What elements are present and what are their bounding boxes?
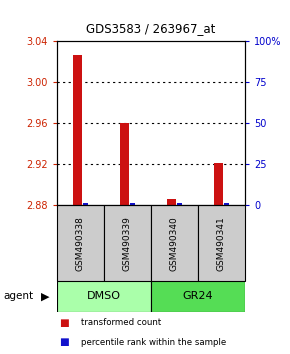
Text: agent: agent: [3, 291, 33, 302]
Text: transformed count: transformed count: [81, 318, 162, 327]
Text: DMSO: DMSO: [87, 291, 121, 302]
Text: GDS3583 / 263967_at: GDS3583 / 263967_at: [86, 22, 215, 35]
FancyBboxPatch shape: [57, 205, 104, 281]
Bar: [167, 199, 176, 205]
Bar: [214, 163, 223, 205]
Text: ■: ■: [59, 337, 69, 347]
Text: GSM490339: GSM490339: [123, 216, 132, 271]
Text: percentile rank within the sample: percentile rank within the sample: [81, 338, 226, 347]
Text: GSM490341: GSM490341: [217, 216, 226, 271]
Text: ■: ■: [59, 318, 69, 328]
Text: GSM490340: GSM490340: [170, 216, 179, 271]
Bar: [83, 203, 88, 205]
FancyBboxPatch shape: [151, 281, 245, 312]
Text: GR24: GR24: [183, 291, 213, 302]
Bar: [73, 55, 81, 205]
Text: ▶: ▶: [41, 291, 49, 302]
Bar: [120, 123, 129, 205]
FancyBboxPatch shape: [57, 281, 151, 312]
Text: GSM490338: GSM490338: [76, 216, 85, 271]
Bar: [177, 203, 182, 205]
FancyBboxPatch shape: [104, 205, 151, 281]
Bar: [224, 203, 229, 205]
FancyBboxPatch shape: [198, 205, 245, 281]
FancyBboxPatch shape: [151, 205, 198, 281]
Bar: [130, 203, 135, 205]
